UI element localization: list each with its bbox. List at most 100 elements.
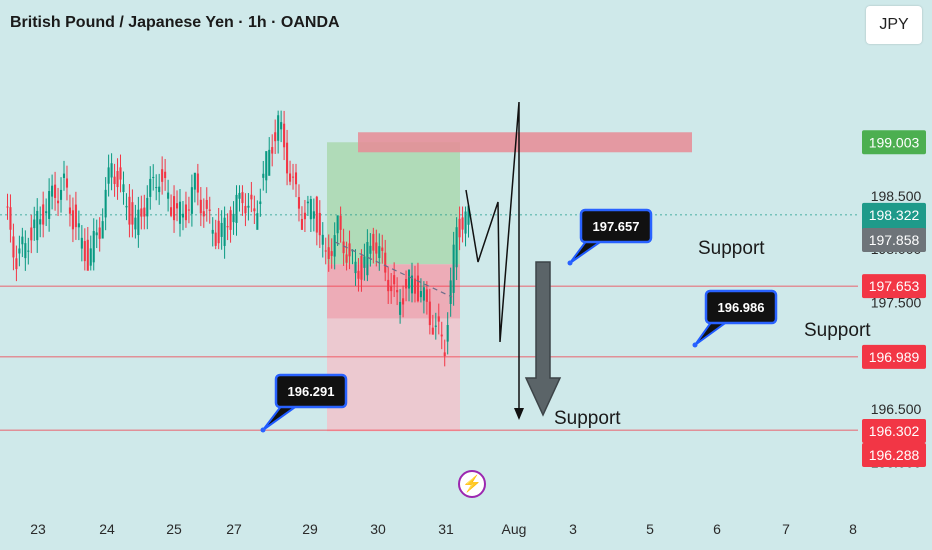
candle-body (6, 206, 9, 208)
candle-body (59, 189, 63, 200)
candle-body (318, 212, 321, 236)
candle-body (12, 236, 15, 258)
x-tick-label: 24 (99, 521, 115, 537)
lightning-icon[interactable]: ⚡ (458, 470, 486, 498)
candle-body (214, 232, 217, 246)
price-tag (862, 419, 926, 443)
support-label: Support (554, 408, 621, 429)
candle-body (15, 258, 18, 270)
candle-body (425, 289, 428, 302)
currency-button[interactable]: JPY (866, 6, 922, 44)
candle-body (336, 215, 339, 234)
trend-line (334, 241, 453, 298)
candle-body (134, 217, 137, 230)
price-tag-label: 198.322 (869, 207, 920, 223)
candle-body (393, 275, 396, 285)
x-tick-label: 7 (782, 521, 790, 537)
x-tick-label: 27 (226, 521, 242, 537)
candle-body (229, 210, 232, 230)
projection-arrowhead (514, 408, 524, 420)
candle-body (360, 255, 363, 280)
support-label: Support (804, 320, 871, 341)
candle-body (110, 163, 113, 178)
candle-body (268, 149, 271, 176)
candle-body (241, 192, 244, 204)
candle-body (158, 186, 161, 193)
candles (6, 110, 470, 367)
candle-body (45, 211, 48, 214)
candle-body (452, 244, 455, 293)
candle-body (39, 219, 42, 225)
candle-body (104, 189, 107, 218)
candle-body (405, 278, 408, 289)
candle-body (36, 210, 39, 241)
candle-body (381, 247, 384, 251)
candle-body (455, 227, 458, 268)
candle-body (461, 217, 464, 230)
candle-body (467, 205, 470, 225)
candle-body (315, 196, 318, 233)
x-tick-label: 25 (166, 521, 182, 537)
candle-body (65, 178, 69, 188)
candle-body (339, 215, 342, 230)
candle-body (330, 251, 333, 256)
candle-body (116, 171, 119, 188)
candle-body (390, 285, 393, 292)
candle-body (327, 247, 330, 260)
candle-body (291, 176, 295, 178)
candle-body (399, 301, 402, 315)
candle-body (458, 218, 461, 238)
candle-body (372, 233, 375, 251)
candle-body (83, 241, 86, 262)
candle-body (250, 194, 253, 200)
candle-body (173, 196, 176, 221)
y-tick-label: 196.500 (871, 401, 922, 417)
position-zones (327, 132, 692, 432)
candle-body (369, 245, 372, 254)
candle-body (131, 202, 134, 225)
candle-body (306, 201, 309, 204)
candle-body (300, 218, 303, 230)
candle-body (187, 209, 190, 211)
candle-body (220, 222, 223, 237)
candle-body (95, 232, 98, 236)
callout-pointer (694, 320, 732, 346)
candle-body (407, 269, 411, 289)
candle-body (208, 209, 211, 211)
price-tag-label: 197.858 (869, 232, 920, 248)
x-tick-label: 6 (713, 521, 721, 537)
callout-anchor (567, 260, 573, 266)
projection-path (465, 101, 520, 418)
target-box (358, 132, 692, 153)
candle-body (244, 205, 247, 214)
candle-body (321, 234, 324, 245)
candle-body (196, 173, 199, 193)
candle-body (354, 261, 357, 274)
candle-body (152, 176, 155, 178)
candle-body (184, 204, 187, 221)
callout-label: 196.986 (718, 300, 765, 315)
candle-body (167, 192, 170, 199)
candle-body (235, 194, 238, 223)
callout-pointer (569, 239, 607, 264)
price-tag (862, 344, 926, 369)
candle-body (431, 327, 434, 335)
candle-body (68, 207, 71, 214)
candle-body (223, 217, 226, 246)
candle-body (384, 252, 387, 273)
candle-body (402, 298, 405, 305)
candle-body (297, 197, 301, 209)
candle-body (277, 115, 280, 141)
candle-body (274, 132, 277, 142)
candle-body (283, 123, 286, 148)
x-tick-label: 5 (646, 521, 654, 537)
candle-body (92, 231, 95, 263)
candle-body (77, 223, 80, 228)
price-tag-label: 196.989 (869, 349, 920, 365)
candle-body (107, 167, 110, 184)
x-tick-label: 8 (849, 521, 857, 537)
candle-body (211, 229, 214, 234)
y-tick-label: 197.500 (871, 294, 922, 310)
x-tick-label: 30 (370, 521, 386, 537)
